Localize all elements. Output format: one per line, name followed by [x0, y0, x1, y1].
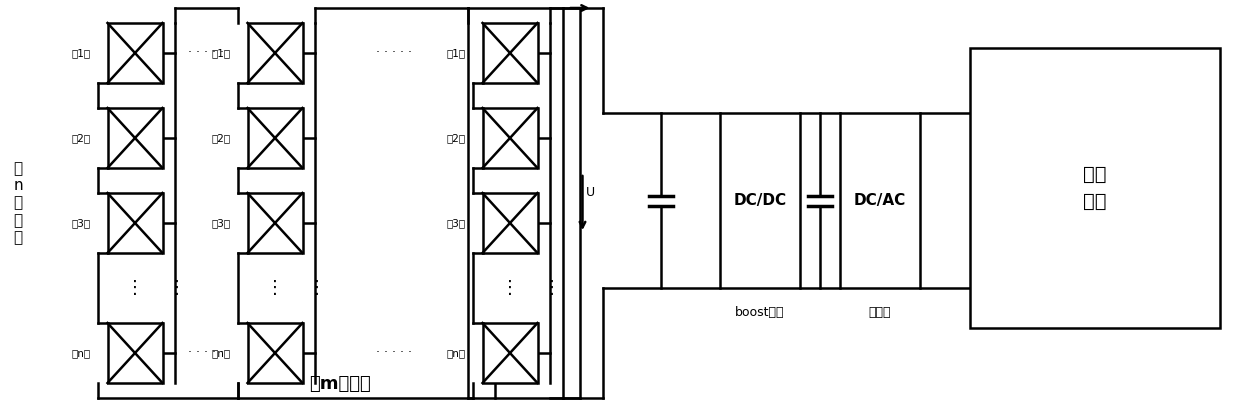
Text: 第n块: 第n块 — [446, 348, 466, 358]
Text: 第3块: 第3块 — [72, 218, 91, 228]
Text: ⋮: ⋮ — [126, 279, 144, 297]
Text: 第n块: 第n块 — [212, 348, 231, 358]
Text: 共
n
块
串
联: 共 n 块 串 联 — [14, 161, 22, 245]
Text: 共m组并联: 共m组并联 — [309, 375, 371, 393]
Text: 第2块: 第2块 — [72, 133, 91, 143]
Text: 第3块: 第3块 — [212, 218, 231, 228]
Text: DC/AC: DC/AC — [854, 193, 906, 208]
Bar — [482, 193, 537, 253]
Text: · · · · ·: · · · · · — [376, 346, 412, 359]
Text: 第1块: 第1块 — [72, 48, 91, 58]
Text: ⋮: ⋮ — [308, 279, 325, 297]
Text: · · · · ·: · · · · · — [188, 346, 224, 359]
Text: 第3块: 第3块 — [446, 218, 466, 228]
Bar — [248, 323, 303, 383]
Bar — [970, 48, 1220, 328]
Text: 第n块: 第n块 — [72, 348, 91, 358]
Bar — [720, 113, 800, 288]
Bar — [248, 108, 303, 168]
Text: 第2块: 第2块 — [212, 133, 231, 143]
Text: ⋮: ⋮ — [167, 279, 186, 297]
Bar — [839, 113, 920, 288]
Text: · · · · ·: · · · · · — [376, 47, 412, 60]
Bar — [108, 23, 162, 83]
Bar — [108, 108, 162, 168]
Text: 第1块: 第1块 — [212, 48, 231, 58]
Text: 交流
电网: 交流 电网 — [1084, 165, 1107, 211]
Bar — [482, 108, 537, 168]
Bar — [248, 23, 303, 83]
Text: 第1块: 第1块 — [446, 48, 466, 58]
Text: ⋮: ⋮ — [501, 279, 520, 297]
Bar — [482, 323, 537, 383]
Text: ⋮: ⋮ — [267, 279, 284, 297]
Text: 第2块: 第2块 — [446, 133, 466, 143]
Bar — [108, 323, 162, 383]
Text: boost电路: boost电路 — [735, 306, 785, 319]
Text: · · · · ·: · · · · · — [188, 47, 224, 60]
Text: DC/DC: DC/DC — [733, 193, 786, 208]
Text: 逆变器: 逆变器 — [869, 306, 892, 319]
Bar — [248, 193, 303, 253]
Bar — [108, 193, 162, 253]
Text: U: U — [585, 186, 595, 200]
Text: ⋮: ⋮ — [543, 279, 560, 297]
Bar — [482, 23, 537, 83]
